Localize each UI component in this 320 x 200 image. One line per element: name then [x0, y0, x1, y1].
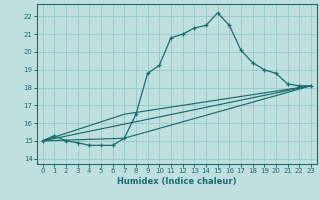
X-axis label: Humidex (Indice chaleur): Humidex (Indice chaleur) — [117, 177, 236, 186]
